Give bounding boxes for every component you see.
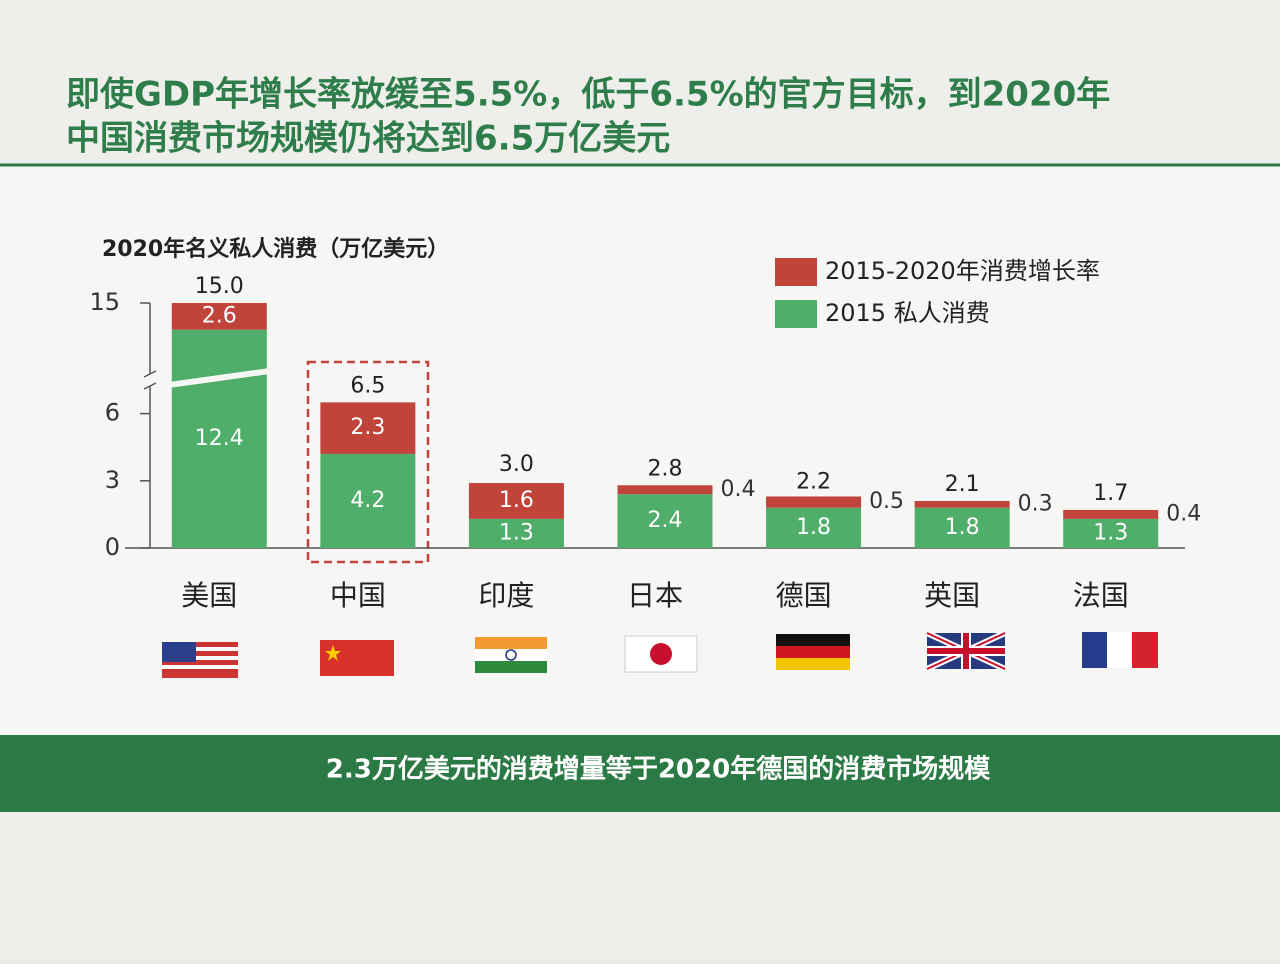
flags xyxy=(162,630,1158,678)
legend-label: 2015 私人消费 xyxy=(825,299,990,327)
x-tick-label: 中国 xyxy=(330,579,386,612)
segment-label: 1.3 xyxy=(499,520,534,545)
segment-label: 1.8 xyxy=(796,515,831,540)
axis-break xyxy=(143,382,157,390)
y-tick-label: 0 xyxy=(105,533,120,561)
y-tick-label: 15 xyxy=(89,288,120,316)
segment-label: 0.5 xyxy=(869,489,904,514)
x-tick-label: 印度 xyxy=(478,579,534,612)
segment-label: 0.3 xyxy=(1018,491,1053,516)
total-label: 2.2 xyxy=(796,470,831,495)
x-tick-label: 日本 xyxy=(627,579,683,612)
x-tick-label: 德国 xyxy=(776,579,832,612)
bar-segment xyxy=(171,329,267,548)
segment-label: 0.4 xyxy=(721,477,756,502)
bar-segment xyxy=(468,483,564,519)
segment-label: 12.4 xyxy=(195,426,244,451)
footer-text: 2.3万亿美元的消费增量等于2020年德国的消费市场规模 xyxy=(326,754,991,785)
segment-label: 4.2 xyxy=(350,488,385,513)
bar-segment xyxy=(320,402,416,454)
flag-jp xyxy=(624,635,698,673)
y-tick-label: 6 xyxy=(105,399,120,427)
highlight-box xyxy=(306,360,430,564)
total-label: 15.0 xyxy=(195,274,244,299)
x-tick-label: 美国 xyxy=(181,579,237,612)
bar-segment xyxy=(1063,509,1159,519)
segment-label: 1.8 xyxy=(945,515,980,540)
bar-break xyxy=(168,368,270,388)
segment-label: 2.3 xyxy=(350,415,385,440)
segment-label: 0.4 xyxy=(1166,501,1201,526)
flag-in xyxy=(475,637,547,673)
y-tick-label: 3 xyxy=(105,466,120,494)
segment-label: 2.4 xyxy=(648,508,683,533)
bar-segment xyxy=(766,496,862,508)
bar-segment xyxy=(617,485,713,495)
legend-swatch xyxy=(775,258,817,286)
bar-segment xyxy=(320,453,416,548)
total-label: 1.7 xyxy=(1093,481,1128,506)
title-line: 中国消费市场规模仍将达到6.5万亿美元 xyxy=(66,119,670,159)
segment-label: 2.6 xyxy=(202,303,237,328)
footer-band xyxy=(0,735,1280,812)
bar-segment xyxy=(766,507,862,548)
axis-break xyxy=(143,370,157,378)
flag-us xyxy=(162,642,238,678)
x-tick-label: 英国 xyxy=(924,579,980,612)
flag-cn xyxy=(320,640,394,676)
bar-segment xyxy=(617,494,713,548)
bar-segment xyxy=(1063,518,1159,548)
chart-title: 2020年名义私人消费（万亿美元） xyxy=(102,236,449,262)
total-label: 2.8 xyxy=(648,456,683,481)
total-label: 6.5 xyxy=(350,373,385,398)
segment-label: 1.6 xyxy=(499,488,534,513)
flag-gb xyxy=(925,630,1007,672)
legend-label: 2015-2020年消费增长率 xyxy=(825,257,1100,285)
x-tick-label: 法国 xyxy=(1073,579,1129,612)
total-label: 2.1 xyxy=(945,472,980,497)
legend-swatch xyxy=(775,300,817,328)
flag-fr xyxy=(1082,632,1158,668)
title-line: 即使GDP年增长率放缓至5.5%，低于6.5%的官方目标，到2020年 xyxy=(66,75,1110,115)
bar-segment xyxy=(171,303,267,330)
bar-segment xyxy=(914,500,1010,508)
bar-segment xyxy=(914,507,1010,548)
bar-segment xyxy=(468,518,564,548)
total-label: 3.0 xyxy=(499,452,534,477)
segment-label: 1.3 xyxy=(1093,520,1128,545)
flag-de xyxy=(776,634,850,670)
